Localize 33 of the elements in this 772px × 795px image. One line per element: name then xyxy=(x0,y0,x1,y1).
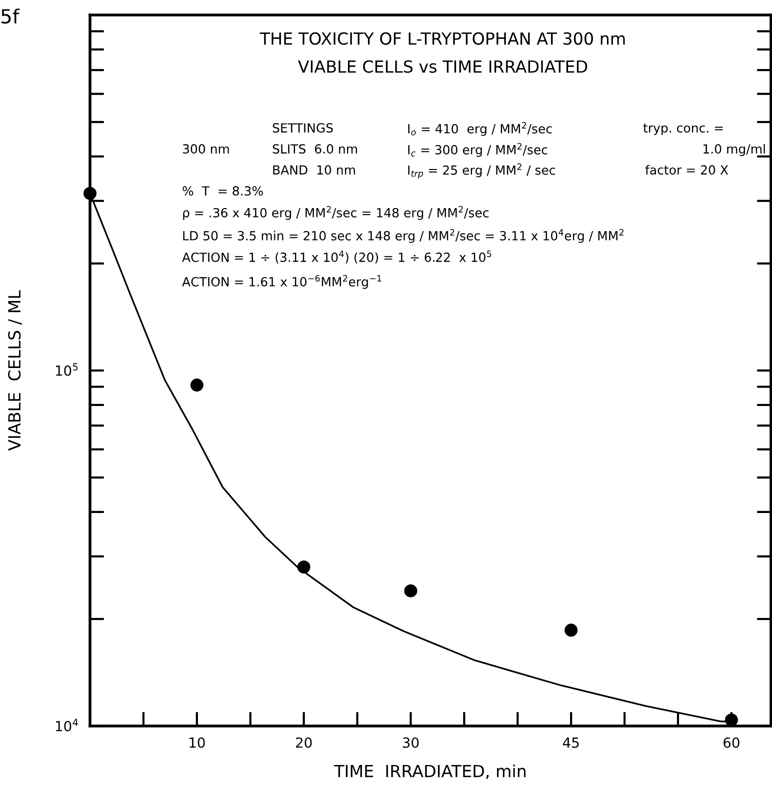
point xyxy=(83,186,97,200)
annotation: ρ = .36 x 410 erg / MM$^{2}$/sec = 148 erg / MM$^{2}$/sec xyxy=(183,206,489,220)
annotation: factor = 20 X xyxy=(645,164,728,175)
annotation: tryp. conc. = xyxy=(643,124,723,136)
text: THE TOXICITY OF L-TRYPTOPHAN AT 300 nm xyxy=(260,32,625,45)
annotation: ACTION = 1 ÷ (3.11 x 10$^{4}$) (20) = 1 ÷ 6.22 x 10$^{5}$ xyxy=(182,250,492,264)
annotation: 1.0 mg/ml xyxy=(704,144,765,156)
x-axis-title: TIME IRRADIATED, min xyxy=(334,764,526,780)
annotation: SLITS 6.0 nm xyxy=(272,144,357,154)
point xyxy=(724,713,738,726)
y-tick-label: 10$^{4}$ xyxy=(56,718,78,732)
text: VIABLE CELLS vs TIME IRRADIATED xyxy=(298,60,588,73)
annotation: ACTION = 1.61 x 10$^{−6}$MM$^{2}$erg$^{−1}$ xyxy=(182,275,382,289)
y-axis-title: VIABLE CELLS / ML xyxy=(8,290,22,451)
annotation: I$_{trp}$ = 25 erg / MM$^{2}$ / sec xyxy=(408,163,556,179)
annotation: I$_{o}$ = 410 erg / MM$^{2}$/sec xyxy=(408,122,552,136)
point xyxy=(404,584,418,598)
annotation: SETTINGS xyxy=(272,123,333,133)
point xyxy=(297,560,310,574)
x-tick-label: 60 xyxy=(724,737,740,748)
text: 5f xyxy=(2,8,20,24)
x-tick-label: 20 xyxy=(296,737,312,748)
point xyxy=(190,378,204,392)
x-tick-label: 45 xyxy=(562,738,579,748)
point xyxy=(564,624,578,637)
annotation: % T = 8.3% xyxy=(182,186,263,196)
annotation: I$_{c}$ = 300 erg / MM$^{2}$/sec xyxy=(408,143,548,157)
x-tick-label: 30 xyxy=(402,737,419,748)
y-tick-label: 10$^{5}$ xyxy=(56,363,78,376)
annotation: LD 50 = 3.5 min = 210 sec x 148 erg / MM$^{2}$/sec = 3.11 x 10$^{4}$erg / MM$^{2}$ xyxy=(183,229,624,243)
x-tick-label: 10 xyxy=(190,737,205,748)
annotation: 300 nm xyxy=(182,144,229,154)
annotation: BAND 10 nm xyxy=(273,165,355,175)
